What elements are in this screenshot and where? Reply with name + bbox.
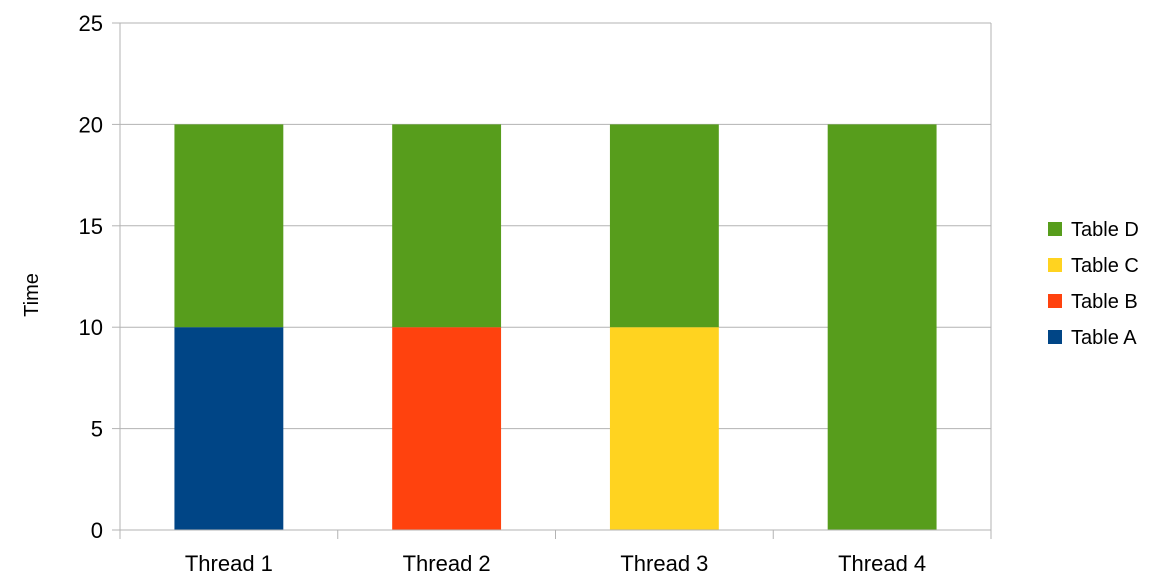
legend-item-table-c: Table C xyxy=(1048,255,1139,277)
legend-label: Table D xyxy=(1071,219,1139,241)
y-axis-label: Time xyxy=(21,273,43,317)
y-tick-label: 10 xyxy=(79,315,103,340)
x-tick-label: Thread 4 xyxy=(838,551,926,576)
legend-item-table-a: Table A xyxy=(1048,327,1137,349)
legend-swatch xyxy=(1048,258,1062,272)
y-tick-label: 0 xyxy=(91,518,103,543)
legend-item-table-b: Table B xyxy=(1048,291,1138,313)
y-tick-label: 5 xyxy=(91,417,103,442)
axes xyxy=(119,23,992,539)
legend-item-table-d: Table D xyxy=(1048,219,1139,241)
bar-thread-4-table-d xyxy=(827,124,937,531)
bar-thread-3-table-c xyxy=(609,327,719,530)
y-tick-label: 20 xyxy=(79,112,103,137)
legend-swatch xyxy=(1048,222,1062,236)
bar-thread-1-table-d xyxy=(174,124,284,328)
legend-swatch xyxy=(1048,330,1062,344)
y-tick-label: 15 xyxy=(79,214,103,239)
legend-label: Table C xyxy=(1071,255,1139,277)
bar-thread-2-table-d xyxy=(392,124,502,328)
legend-swatch xyxy=(1048,294,1062,308)
legend-label: Table A xyxy=(1071,327,1137,349)
bars xyxy=(174,124,937,531)
x-tick-label: Thread 2 xyxy=(403,551,491,576)
x-tick-label: Thread 1 xyxy=(185,551,273,576)
legend: Table D Table C Table B Table A xyxy=(1048,219,1139,349)
legend-label: Table B xyxy=(1071,291,1138,313)
bar-thread-2-table-b xyxy=(392,327,502,530)
y-tick-label: 25 xyxy=(79,11,103,36)
bar-thread-1-table-a xyxy=(174,327,284,530)
bar-thread-3-table-d xyxy=(609,124,719,328)
x-tick-labels: Thread 1 Thread 2 Thread 3 Thread 4 xyxy=(185,551,926,576)
x-tick-label: Thread 3 xyxy=(620,551,708,576)
y-tick-labels: 0 5 10 15 20 25 xyxy=(79,11,103,543)
